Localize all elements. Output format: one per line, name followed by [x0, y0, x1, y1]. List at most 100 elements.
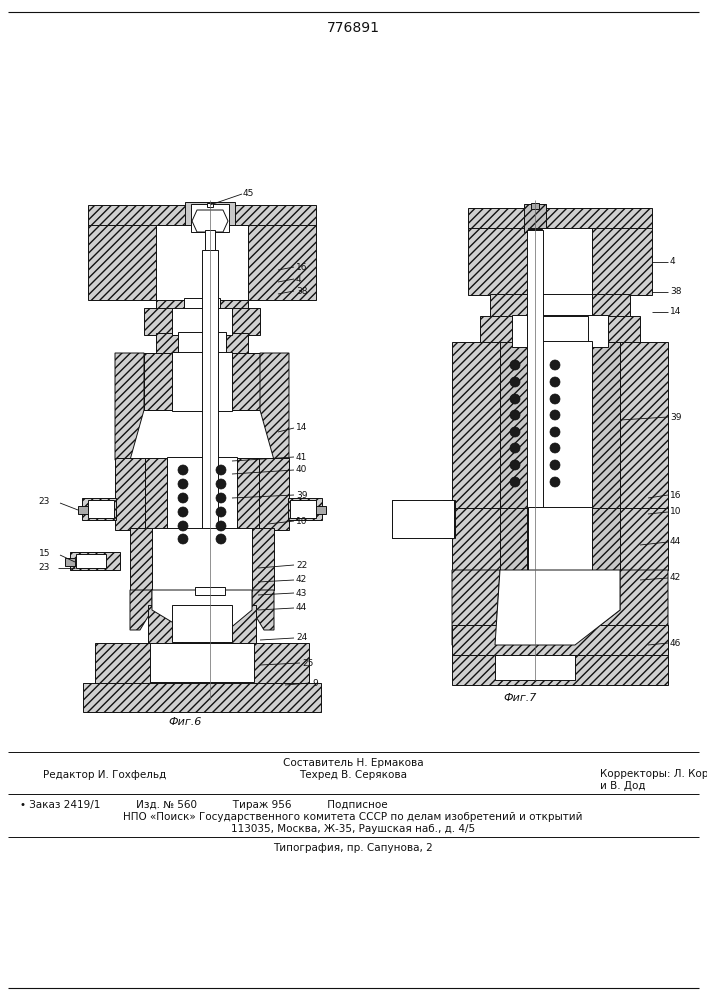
Bar: [512, 315, 608, 347]
Text: 46: 46: [670, 639, 682, 648]
Bar: [207, 203, 213, 207]
Circle shape: [550, 410, 560, 420]
Text: 42: 42: [670, 574, 682, 582]
Text: 10: 10: [296, 516, 308, 526]
Bar: [156, 333, 178, 355]
Text: 42: 42: [296, 576, 308, 584]
Bar: [392, 500, 454, 538]
Bar: [95, 643, 309, 685]
Bar: [608, 316, 640, 346]
Text: Типография, пр. Сапунова, 2: Типография, пр. Сапунова, 2: [273, 843, 433, 853]
Bar: [248, 222, 316, 300]
Bar: [215, 230, 235, 252]
Bar: [185, 586, 197, 600]
Circle shape: [216, 534, 226, 544]
Bar: [232, 308, 260, 335]
Polygon shape: [115, 353, 144, 460]
Bar: [528, 507, 592, 571]
Bar: [592, 225, 652, 295]
Polygon shape: [495, 655, 575, 680]
Bar: [167, 457, 237, 531]
Text: 23: 23: [39, 496, 50, 506]
Text: 45: 45: [243, 190, 255, 198]
Text: 39: 39: [296, 490, 308, 499]
Bar: [527, 230, 543, 610]
Text: 22: 22: [296, 560, 308, 570]
Text: 24: 24: [296, 634, 308, 643]
Bar: [144, 353, 172, 410]
Bar: [480, 316, 512, 346]
Circle shape: [510, 360, 520, 370]
Circle shape: [178, 465, 188, 475]
Bar: [185, 202, 235, 232]
Text: 9: 9: [312, 678, 317, 688]
Text: 38: 38: [670, 288, 682, 296]
Text: и В. Дод: и В. Дод: [600, 781, 645, 791]
Bar: [148, 605, 256, 645]
Circle shape: [216, 479, 226, 489]
Bar: [532, 316, 588, 346]
Polygon shape: [144, 353, 172, 410]
Bar: [150, 643, 254, 682]
Text: НПО «Поиск» Государственного комитета СССР по делам изобретений и открытий: НПО «Поиск» Государственного комитета СС…: [123, 812, 583, 822]
Bar: [152, 528, 252, 591]
Bar: [468, 208, 652, 228]
Bar: [500, 342, 528, 510]
Bar: [70, 552, 120, 570]
Bar: [620, 508, 668, 570]
Text: 41: 41: [296, 452, 308, 462]
Bar: [259, 458, 289, 530]
Circle shape: [178, 479, 188, 489]
Bar: [156, 298, 184, 310]
Bar: [528, 341, 592, 511]
Circle shape: [216, 493, 226, 503]
Circle shape: [550, 443, 560, 453]
Circle shape: [216, 465, 226, 475]
Text: 16: 16: [670, 490, 682, 499]
Bar: [512, 316, 532, 346]
Text: 23: 23: [39, 564, 50, 572]
Bar: [156, 225, 248, 300]
Bar: [220, 298, 248, 310]
Text: 113035, Москва, Ж-35, Раушская наб., д. 4/5: 113035, Москва, Ж-35, Раушская наб., д. …: [231, 824, 475, 834]
Bar: [252, 528, 274, 590]
Bar: [528, 228, 592, 295]
Polygon shape: [192, 210, 228, 232]
Circle shape: [550, 477, 560, 487]
Polygon shape: [232, 353, 260, 410]
Text: 776891: 776891: [327, 21, 380, 35]
Polygon shape: [575, 570, 668, 645]
Bar: [88, 205, 316, 225]
Bar: [237, 458, 259, 530]
Polygon shape: [252, 590, 274, 630]
Text: Техред В. Серякова: Техред В. Серякова: [299, 770, 407, 780]
Text: 14: 14: [296, 424, 308, 432]
Bar: [588, 316, 608, 346]
Bar: [115, 458, 145, 530]
Circle shape: [550, 460, 560, 470]
Bar: [78, 506, 88, 514]
Bar: [392, 500, 404, 538]
Polygon shape: [495, 570, 620, 645]
Bar: [316, 506, 326, 514]
Text: 16: 16: [296, 262, 308, 271]
Bar: [232, 353, 260, 410]
Text: 10: 10: [670, 508, 682, 516]
Bar: [178, 332, 226, 356]
Bar: [226, 333, 248, 355]
Text: 15: 15: [38, 548, 50, 558]
Polygon shape: [152, 590, 252, 645]
Bar: [145, 458, 167, 530]
Text: Фиг.6: Фиг.6: [168, 717, 201, 727]
Bar: [65, 558, 75, 566]
Bar: [524, 204, 546, 232]
Text: 44: 44: [670, 538, 682, 546]
Circle shape: [216, 507, 226, 517]
Bar: [452, 508, 500, 570]
Bar: [88, 222, 156, 300]
Bar: [452, 342, 500, 510]
Circle shape: [216, 521, 226, 531]
Bar: [185, 230, 205, 252]
Bar: [205, 230, 215, 252]
Circle shape: [510, 410, 520, 420]
